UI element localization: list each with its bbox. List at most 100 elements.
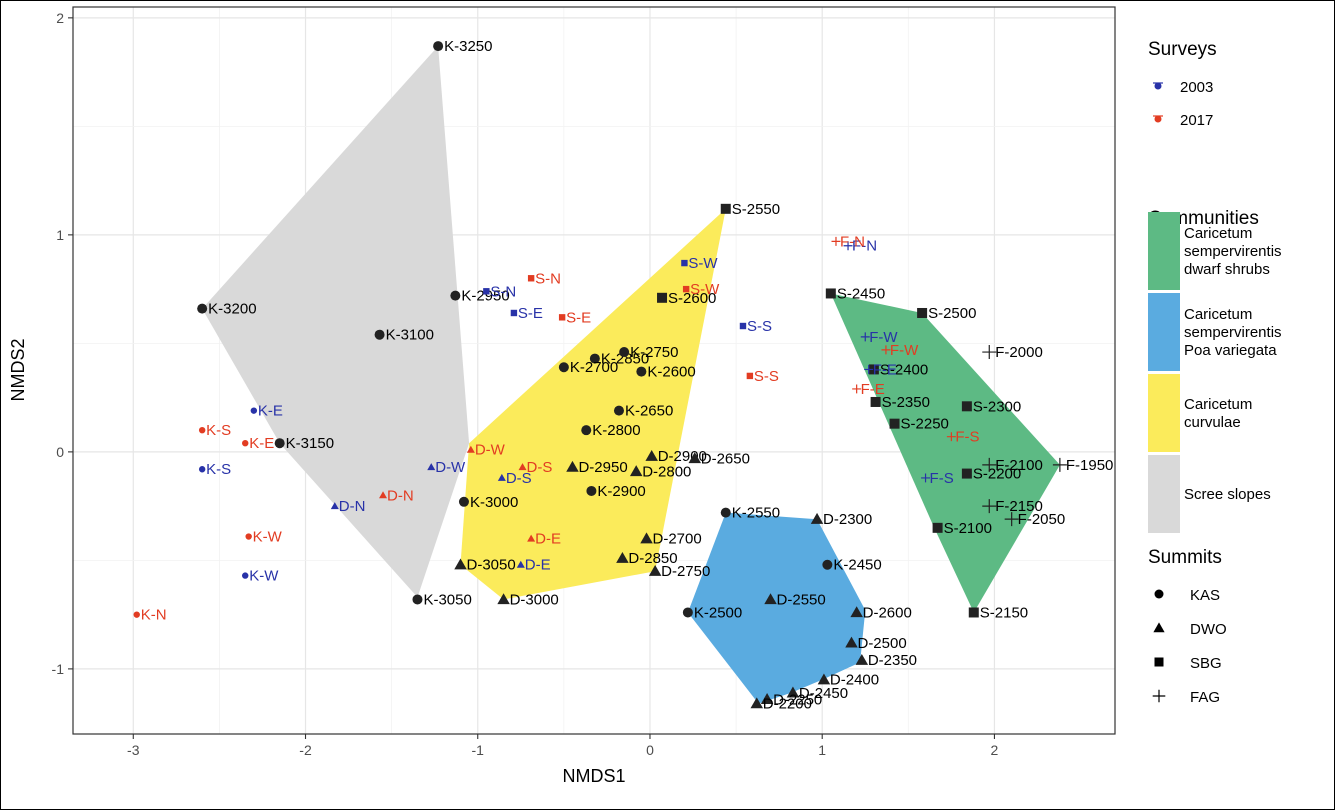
point-label: S-2200: [973, 466, 1021, 483]
legend-summit-label: SBG: [1190, 655, 1222, 672]
point-k-3100: [374, 329, 385, 340]
point-label: D-2450: [799, 685, 848, 702]
legend-survey-label: 2017: [1180, 112, 1213, 129]
legend-swatch-2003: [1154, 82, 1162, 90]
point-d-e: [516, 560, 525, 568]
point-label: D-2750: [661, 563, 710, 580]
point-k-s: [198, 426, 206, 434]
point-label: D-W: [475, 442, 506, 459]
point-s-2350: [870, 396, 881, 407]
y-tick-label: -1: [52, 661, 65, 677]
plot-border: [72, 6, 1116, 735]
point-d-2250: [760, 693, 774, 704]
legend-shape-sbg: [1154, 657, 1164, 667]
point-s-2500: [917, 307, 928, 318]
point-label: D-W: [435, 459, 466, 476]
point-d-2600: [850, 606, 863, 618]
point-label: F-2050: [1018, 511, 1066, 528]
point-d-2750: [648, 564, 662, 576]
community-hulls: [202, 46, 1060, 704]
point-label: D-2200: [763, 696, 812, 713]
point-label: K-2800: [592, 422, 640, 439]
point-k-3000: [458, 496, 469, 507]
legend-community-label: Poa variegata: [1184, 342, 1277, 359]
legend-community-label: curvulae: [1184, 414, 1241, 431]
legend-community-label: Caricetum: [1184, 306, 1252, 323]
point-d-e: [527, 534, 536, 542]
point-label: K-3100: [386, 327, 434, 344]
point-label: D-2600: [863, 604, 912, 621]
point-d-n: [330, 502, 339, 510]
legend-shape-kas: [1154, 589, 1164, 599]
point-label: F-E: [873, 361, 897, 378]
point-k-2700: [558, 362, 569, 373]
point-k-w: [242, 572, 249, 579]
point-label: D-2350: [868, 652, 917, 669]
y-tick-label: 0: [56, 444, 64, 460]
point-label: K-3250: [444, 38, 492, 55]
point-label: F-1950: [1066, 457, 1114, 474]
point-label: S-2500: [928, 305, 976, 322]
point-d-2350: [855, 653, 869, 665]
point-label: S-S: [754, 368, 779, 385]
point-k-e: [242, 440, 249, 447]
point-k-2950: [450, 290, 461, 301]
legend-summit-label: DWO: [1190, 621, 1227, 638]
x-axis-ticks: -3 -2 -1 0 1 2: [127, 734, 999, 758]
point-label: F-2150: [995, 498, 1043, 515]
point-label: S-2300: [973, 398, 1021, 415]
point-label: K-E: [249, 435, 274, 452]
point-k-2450: [822, 559, 833, 570]
point-label: K-W: [253, 529, 283, 546]
point-f-s: [946, 432, 956, 442]
y-axis-ticks: -1 0 1 2: [52, 10, 73, 677]
point-label: D-2800: [642, 463, 691, 480]
point-s-e: [510, 309, 518, 317]
point-f-e: [864, 364, 874, 374]
point-label: F-E: [861, 381, 885, 398]
point-s-2300: [961, 401, 972, 412]
point-label: S-W: [688, 255, 718, 272]
point-f-2000: [982, 345, 997, 360]
point-label: K-3050: [423, 591, 471, 608]
point-label: F-2100: [995, 457, 1043, 474]
point-s-e: [558, 314, 566, 321]
legend-swatch-2017: [1154, 115, 1162, 123]
point-label: D-2950: [578, 459, 627, 476]
point-label: F-W: [890, 342, 919, 359]
point-f-e: [852, 384, 862, 394]
point-label: D-2700: [653, 531, 702, 548]
legend-shape-fag: [1152, 689, 1166, 703]
legend-shape-dwo: [1153, 622, 1165, 633]
point-label: D-2500: [857, 635, 906, 652]
point-f-s: [921, 473, 931, 483]
point-label: S-2600: [668, 290, 716, 307]
hull-scree: [202, 46, 470, 598]
x-tick-label: -3: [127, 742, 140, 758]
point-d-s: [518, 463, 527, 471]
legend: Surveys20032017CommunitiesCaricetumsempe…: [1148, 39, 1282, 706]
legend-survey-label: 2003: [1180, 79, 1213, 96]
point-k-s: [198, 466, 206, 473]
legend-community-label: dwarf shrubs: [1184, 261, 1270, 278]
y-tick-label: 1: [56, 227, 64, 243]
point-k-2500: [682, 607, 693, 618]
point-k-e: [250, 407, 258, 414]
x-tick-label: 0: [646, 742, 654, 758]
legend-community-swatch: [1148, 293, 1180, 371]
point-k-3150: [274, 438, 285, 449]
point-label: K-2450: [833, 557, 881, 574]
point-label: S-2350: [882, 394, 930, 411]
point-label: S-2100: [944, 520, 992, 537]
point-label: K-S: [206, 422, 231, 439]
point-label: D-3050: [467, 557, 516, 574]
x-axis-title: NMDS1: [562, 766, 625, 786]
point-d-2500: [845, 636, 858, 648]
point-label: S-N: [535, 270, 561, 287]
point-k-2800: [581, 425, 592, 436]
x-tick-label: -2: [299, 742, 312, 758]
point-d-2650: [688, 452, 702, 464]
point-d-2850: [616, 551, 629, 563]
